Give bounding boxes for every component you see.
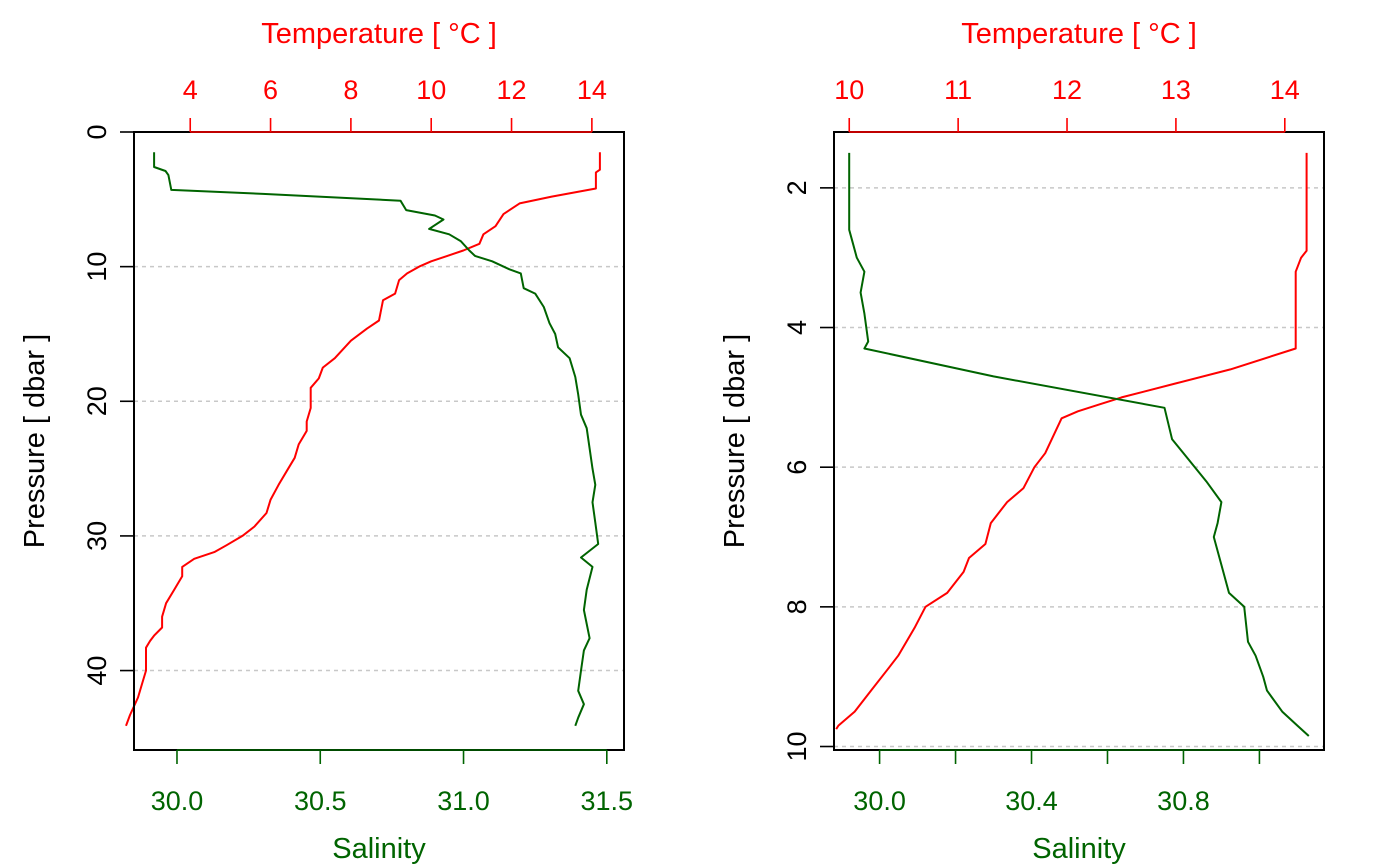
plot-frame xyxy=(133,131,625,751)
temperature-tick-label: 12 xyxy=(497,75,527,105)
salinity-tick-label: 30.0 xyxy=(853,786,906,816)
salinity-tick-label: 30.8 xyxy=(1157,786,1210,816)
temperature-tick-label: 12 xyxy=(1052,75,1082,105)
temperature-tick-label: 13 xyxy=(1161,75,1191,105)
temperature-tick-label: 4 xyxy=(183,75,198,105)
pressure-tick-label: 8 xyxy=(782,599,812,614)
pressure-tick-label: 4 xyxy=(782,320,812,335)
pressure-tick-label: 2 xyxy=(782,180,812,195)
right-panel: 2 4 6 8 10 10 11 12 13 14 30.0 30.4 30.8 Pressure … xyxy=(719,18,1325,865)
temperature-tick-label: 14 xyxy=(577,75,607,105)
temperature-axis-title: Temperature [ °C ] xyxy=(961,18,1197,50)
pressure-tick-label: 10 xyxy=(82,252,112,282)
temperature-profile-line xyxy=(125,152,601,727)
salinity-tick-label: 31.5 xyxy=(581,786,634,816)
salinity-profile-line xyxy=(848,152,1310,737)
salinity-tick-label: 30.5 xyxy=(294,786,347,816)
pressure-axis-title: Pressure [ dbar ] xyxy=(719,334,751,548)
left-panel: 0 10 20 30 40 4 6 8 10 12 14 30.0 30.5 31.0 31.5 Pre… xyxy=(19,18,633,865)
salinity-axis-title: Salinity xyxy=(332,833,426,865)
temperature-tick-label: 10 xyxy=(834,75,864,105)
salinity-tick-label: 31.0 xyxy=(437,786,490,816)
pressure-axis-title: Pressure [ dbar ] xyxy=(19,334,51,548)
pressure-tick-label: 20 xyxy=(82,386,112,416)
pressure-tick-label: 30 xyxy=(82,521,112,551)
pressure-tick-label: 6 xyxy=(782,460,812,475)
temperature-tick-label: 6 xyxy=(263,75,278,105)
temperature-profile-line xyxy=(835,152,1308,730)
plot-frame xyxy=(833,131,1325,751)
temperature-axis-title: Temperature [ °C ] xyxy=(261,18,497,50)
salinity-axis-title: Salinity xyxy=(1032,833,1126,865)
salinity-tick-label: 30.0 xyxy=(151,786,204,816)
salinity-profile-line xyxy=(153,152,600,727)
salinity-tick-label: 30.4 xyxy=(1005,786,1058,816)
pressure-tick-label: 40 xyxy=(82,656,112,686)
temperature-tick-label: 14 xyxy=(1270,75,1300,105)
temperature-tick-label: 8 xyxy=(343,75,358,105)
temperature-tick-label: 11 xyxy=(944,75,972,105)
temperature-tick-label: 10 xyxy=(416,75,446,105)
pressure-tick-label: 0 xyxy=(82,124,112,139)
pressure-tick-label: 10 xyxy=(782,731,812,761)
